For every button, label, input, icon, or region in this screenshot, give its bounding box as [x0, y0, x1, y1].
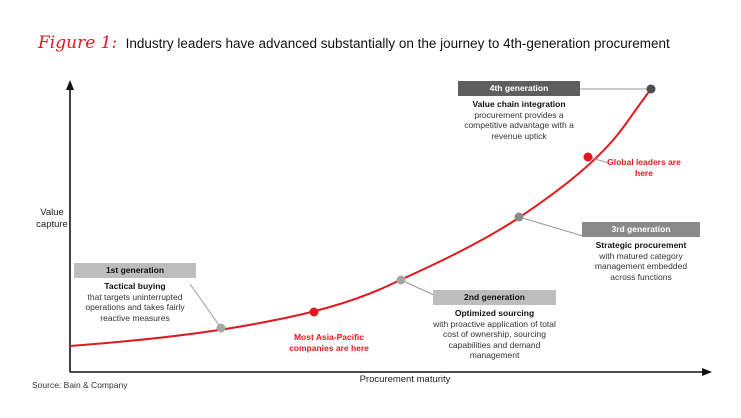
- stage-box-3rd-generation: 3rd generation Strategic procurement wit…: [582, 222, 700, 282]
- figure-title-row: Figure 1: Industry leaders have advanced…: [38, 33, 670, 53]
- leader-line-1st: [189, 283, 222, 329]
- x-axis-label: Procurement maturity: [359, 374, 451, 385]
- callout-global-leaders: Global leaders are here: [607, 157, 681, 178]
- marker-3rd-generation: [514, 212, 524, 222]
- stage-header: 2nd generation: [433, 290, 556, 305]
- marker-2nd-generation: [396, 275, 406, 285]
- leader-line-2nd: [400, 279, 437, 297]
- y-axis-label: Value capture: [36, 207, 68, 230]
- x-axis-arrow: [702, 368, 712, 376]
- source-note: Source: Bain & Company: [32, 380, 128, 390]
- stage-description: that targets uninterrupted operations an…: [85, 291, 185, 323]
- marker-asia-pacific: [309, 307, 319, 317]
- stage-name: Strategic procurement: [595, 240, 687, 250]
- stage-description: with proactive application of total cost…: [433, 318, 556, 361]
- marker-global-leaders: [583, 152, 593, 162]
- figure-title: Industry leaders have advanced substanti…: [125, 36, 670, 51]
- marker-1st-generation: [216, 323, 226, 333]
- maturity-curve: [69, 88, 652, 347]
- stage-description: procurement provides a competitive advan…: [464, 109, 574, 141]
- figure-label: Figure 1:: [38, 33, 118, 53]
- stage-box-2nd-generation: 2nd generation Optimized sourcing with p…: [433, 290, 556, 361]
- leader-line-3rd: [518, 216, 584, 237]
- stage-header: 4th generation: [458, 81, 580, 96]
- stage-header: 3rd generation: [582, 222, 700, 237]
- stage-name: Tactical buying: [104, 281, 166, 291]
- stage-box-1st-generation: 1st generation Tactical buying that targ…: [74, 263, 196, 323]
- stage-name: Optimized sourcing: [454, 308, 535, 318]
- stage-name: Value chain integration: [472, 99, 566, 109]
- y-axis-arrow: [66, 80, 74, 90]
- marker-4th-generation: [646, 84, 656, 94]
- stage-description: with matured category management embedde…: [594, 250, 688, 282]
- stage-header: 1st generation: [74, 263, 196, 278]
- stage-box-4th-generation: 4th generation Value chain integration p…: [458, 81, 580, 141]
- callout-asia-pacific: Most Asia-Pacific companies are here: [289, 332, 369, 353]
